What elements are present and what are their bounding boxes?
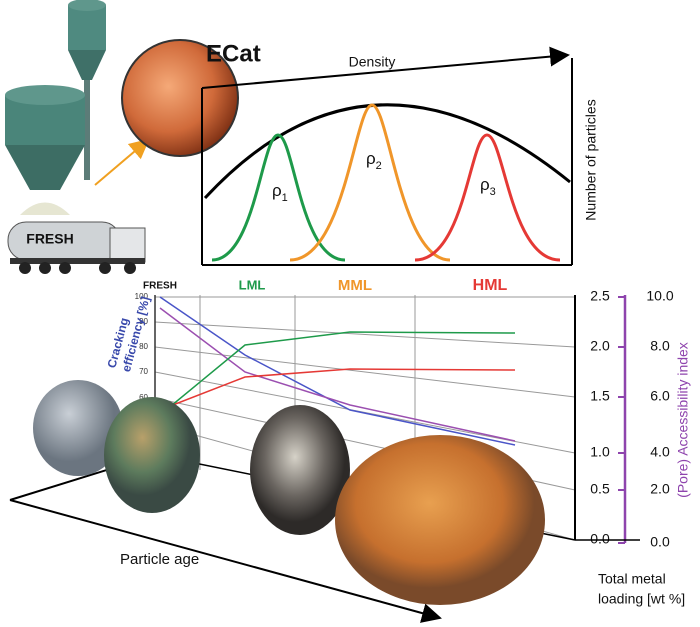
- number-label: Number of particles: [583, 99, 599, 220]
- right-tick-label: 2.0: [590, 338, 610, 354]
- truck-label: FRESH: [26, 231, 73, 247]
- left-tick-label: 90: [139, 317, 148, 326]
- peak-subscript: 2: [376, 160, 382, 172]
- depth-label: Total metal: [598, 571, 666, 587]
- peak-label: ρ1: [272, 181, 288, 203]
- left-axis-label: Crackingefficiency [%]: [105, 291, 153, 373]
- purple-tick-label: 4.0: [650, 444, 670, 460]
- peak-symbol: ρ: [480, 175, 490, 194]
- right-tick-label: 2.5: [590, 288, 610, 304]
- column-header: LML: [239, 277, 266, 292]
- column-header: HML: [473, 277, 508, 294]
- peak-subscript: 1: [282, 192, 288, 204]
- depth-label: loading [wt %]: [598, 591, 685, 607]
- grid-line: [154, 346, 576, 398]
- right-tick-label: 1.0: [590, 444, 610, 460]
- x-axis-label: Particle age: [120, 551, 199, 568]
- column-header: FRESH: [143, 281, 177, 292]
- purple-axis-label: (Pore) Accessibility index: [675, 342, 691, 498]
- peak-symbol: ρ: [366, 149, 376, 168]
- catalyst-image: [121, 39, 239, 157]
- peak-label: ρ2: [366, 149, 382, 171]
- truck: FRESH: [7, 221, 146, 274]
- peak-label: ρ3: [480, 175, 496, 197]
- left-tick-label: 70: [139, 367, 148, 376]
- silos: [5, 0, 106, 215]
- density-panel: Density Number of particles ρ1 ρ2 ρ3: [201, 46, 599, 266]
- column-header: MML: [338, 277, 372, 294]
- right-tick-label: 0.5: [590, 481, 610, 497]
- left-tick-label: 80: [139, 342, 148, 351]
- plot: 0.02.04.06.08.010.00.00.51.01.52.02.5506…: [9, 288, 691, 623]
- purple-tick-label: 10.0: [646, 288, 673, 304]
- title: ECat: [206, 40, 261, 67]
- purple-tick-label: 2.0: [650, 481, 670, 497]
- peak-subscript: 3: [490, 186, 496, 198]
- zoom-arrow: [94, 138, 150, 186]
- purple-tick-label: 0.0: [650, 534, 670, 550]
- right-tick-label: 1.5: [590, 388, 610, 404]
- density-label: Density: [349, 54, 396, 70]
- left-tick-label: 100: [135, 292, 149, 301]
- purple-tick-label: 6.0: [650, 388, 670, 404]
- right-tick-label: 0.0: [590, 531, 610, 547]
- peak-symbol: ρ: [272, 181, 282, 200]
- purple-tick-label: 8.0: [650, 338, 670, 354]
- grid-line: [154, 321, 576, 348]
- left-tick-label: 60: [139, 393, 148, 402]
